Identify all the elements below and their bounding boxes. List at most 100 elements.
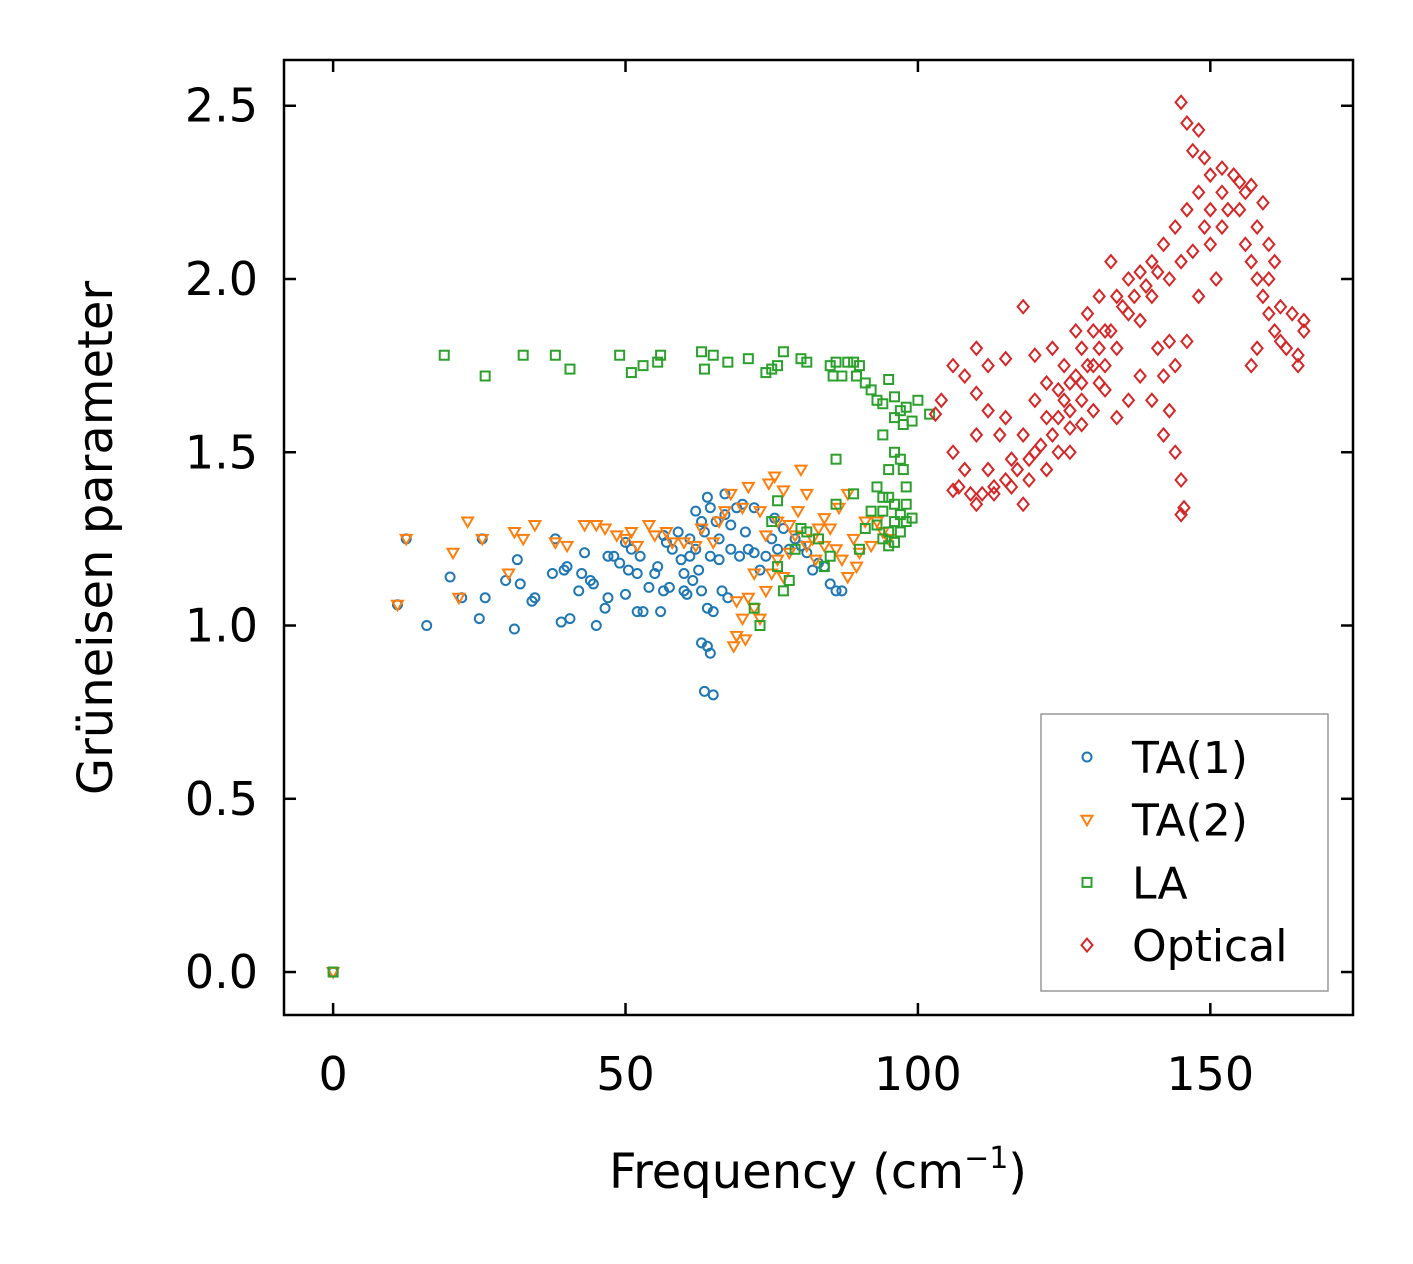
data-point [772,543,784,555]
data-point [597,523,613,536]
legend-entry: Optical [1080,921,1287,972]
data-point [517,349,529,361]
data-point [828,544,844,557]
data-point [548,537,563,550]
data-point [869,516,885,530]
data-point [981,357,995,374]
data-point [924,408,936,420]
data-point [1168,444,1183,461]
data-point [770,516,785,530]
data-point [641,520,657,533]
data-point [1039,461,1054,478]
data-point [1168,218,1183,236]
data-point [678,568,690,580]
data-point [665,537,680,550]
data-point [1156,367,1171,385]
data-point [655,606,667,618]
data-point [1162,270,1177,288]
data-point [789,533,801,545]
data-point [1197,218,1212,236]
data-point [946,482,960,499]
data-point [460,516,475,530]
data-point [1185,142,1200,159]
data-point [865,505,877,517]
data-point [1074,340,1089,357]
data-point [772,561,784,573]
data-point [998,471,1013,489]
data-point [479,592,491,604]
data-point [830,356,842,368]
legend-label: TA(2) [1131,796,1248,847]
data-point [830,453,842,465]
data-point [1209,270,1223,288]
data-point [620,588,632,600]
data-point [824,550,836,562]
data-point [589,520,604,533]
data-point [684,550,696,562]
data-point [817,513,832,526]
data-point [741,592,756,606]
data-point [1133,367,1147,385]
data-point [1057,392,1071,409]
data-point [559,540,575,554]
data-point [1092,340,1107,357]
data-point [675,554,687,566]
legend-entry: TA(1) [1081,733,1248,784]
data-point [1197,149,1212,166]
data-point [614,349,626,361]
data-point [877,429,889,441]
data-point [883,540,895,552]
data-point [801,547,813,559]
legend-marker-triangle-down-icon [1079,814,1095,828]
data-point [608,550,620,562]
data-point [934,392,949,409]
data-points [325,94,1311,980]
data-point [587,578,599,590]
data-point [1156,426,1171,443]
data-point [766,363,778,375]
data-point [1028,347,1042,364]
data-point [631,568,643,580]
data-point [618,533,633,547]
data-point [1068,367,1083,385]
data-point [1279,340,1294,357]
data-point [1180,201,1194,218]
data-point [602,550,614,562]
data-point [817,540,832,554]
data-point [889,412,901,424]
data-point [754,620,766,632]
data-point [735,613,750,627]
legend-entry: TA(2) [1079,796,1248,847]
data-point [1016,496,1030,513]
data-point [614,557,626,569]
data-point [742,353,754,365]
data-point [1039,374,1054,392]
data-point [1109,340,1124,357]
data-point [690,543,702,555]
x-tick-label: 50 [596,1047,655,1101]
data-point [479,370,491,382]
data-point [987,478,1001,495]
data-point [853,360,865,372]
data-point [1244,253,1259,270]
data-point [1221,201,1235,218]
data-point [1156,236,1171,253]
data-point [701,491,713,503]
data-point [822,523,838,536]
data-point [846,533,861,547]
data-point [1121,270,1136,288]
data-point [1215,184,1229,201]
data-point [1297,322,1311,340]
data-point [1291,357,1305,374]
data-point [877,505,889,517]
data-point [1256,194,1270,211]
data-point [1051,409,1066,426]
data-point [830,498,842,510]
data-point [992,426,1007,443]
data-point [811,523,826,536]
data-point [928,406,943,423]
data-point [696,516,708,528]
data-point [946,444,960,461]
data-point [609,530,624,543]
data-point [760,367,772,379]
